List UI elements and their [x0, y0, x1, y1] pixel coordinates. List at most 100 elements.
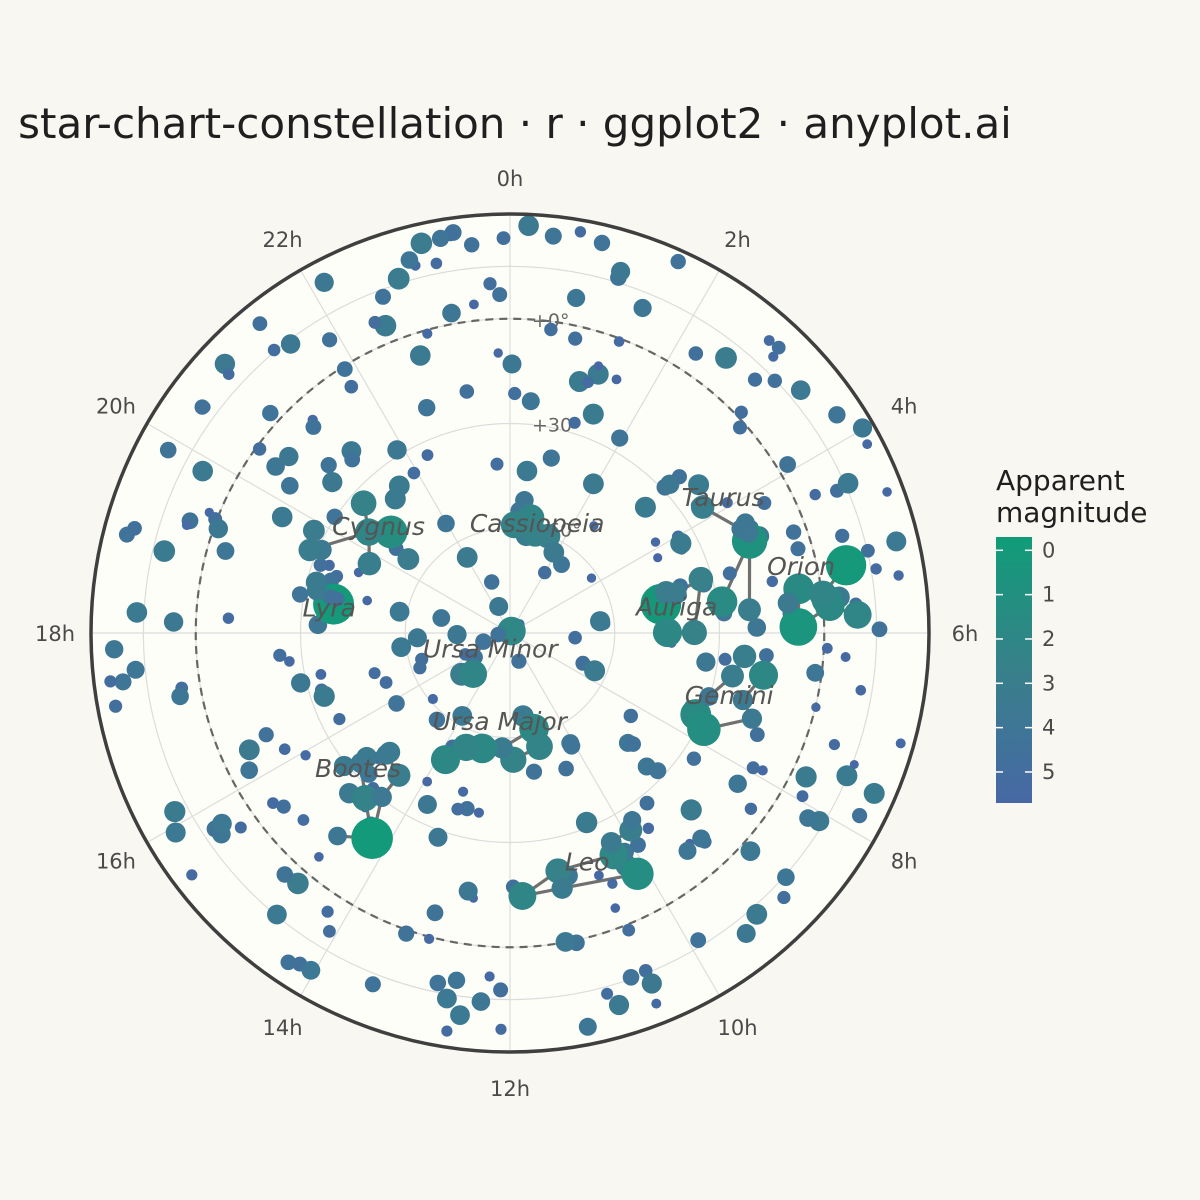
field-star [212, 813, 232, 834]
field-star [426, 904, 444, 922]
field-star [594, 870, 604, 881]
field-star [593, 234, 611, 252]
field-star [746, 761, 760, 775]
field-star [431, 229, 450, 247]
field-star [852, 418, 873, 438]
hour-spoke [146, 422, 511, 634]
field-star [447, 625, 467, 645]
field-star [305, 419, 322, 435]
cygnus-star [397, 548, 420, 571]
field-star [407, 628, 427, 648]
field-star [670, 532, 692, 555]
leo-star [623, 811, 642, 830]
field-star [322, 472, 343, 493]
auriga-star [652, 618, 683, 648]
field-star [601, 987, 614, 1000]
field-star [171, 687, 189, 706]
leo-star [621, 857, 654, 890]
bootes-star [352, 785, 379, 812]
legend-tick-label: 5 [1042, 760, 1055, 784]
field-star [496, 231, 511, 246]
field-star [281, 477, 299, 495]
field-star [165, 822, 186, 843]
field-star [688, 346, 704, 361]
field-star [432, 609, 451, 627]
field-star [790, 380, 811, 401]
field-star [583, 473, 604, 495]
legend-tick-label: 4 [1042, 716, 1055, 740]
field-star [153, 540, 176, 562]
leo-star [551, 877, 573, 899]
field-star [389, 601, 410, 622]
field-star [364, 976, 381, 993]
field-star [608, 994, 630, 1016]
field-star [686, 751, 702, 766]
field-star [322, 332, 338, 348]
field-star [267, 797, 279, 809]
field-star [276, 866, 294, 883]
field-star [871, 621, 888, 638]
field-star [728, 774, 747, 793]
field-star [375, 288, 391, 305]
field-star [586, 573, 597, 583]
field-star [558, 760, 574, 777]
field-star [660, 474, 680, 494]
field-star [368, 315, 382, 329]
field-star [280, 954, 297, 971]
field-star [164, 801, 186, 823]
field-star [104, 675, 117, 688]
hour-label: 14h [262, 1016, 302, 1040]
auriga-star [688, 566, 714, 592]
field-star [410, 232, 433, 255]
field-star [267, 904, 287, 925]
field-star [722, 566, 737, 581]
field-star [734, 405, 748, 419]
cygnus-star [357, 551, 382, 576]
field-star [410, 345, 431, 366]
field-star [428, 827, 448, 847]
bootes-label: Bootes [315, 754, 401, 783]
field-star [315, 669, 327, 680]
field-star [252, 442, 267, 456]
hour-label: 4h [891, 395, 918, 419]
field-star [610, 903, 621, 913]
gemini-star [687, 712, 721, 747]
field-star [428, 711, 446, 728]
field-star [456, 547, 478, 568]
field-star [799, 809, 817, 827]
field-star [634, 496, 656, 518]
field-star [216, 542, 235, 560]
field-star [518, 215, 539, 236]
orion-star [779, 608, 818, 646]
legend-tick-label: 1 [1042, 583, 1055, 607]
field-star [437, 988, 457, 1009]
field-star [544, 227, 562, 245]
field-star [458, 881, 478, 901]
auriga-star [664, 582, 687, 605]
field-star [422, 776, 433, 787]
field-star [252, 316, 268, 331]
orion-star [825, 545, 867, 586]
field-star [222, 368, 235, 381]
orion-star [777, 592, 799, 614]
field-star [469, 299, 479, 310]
field-star [492, 287, 508, 303]
field-star [639, 795, 655, 811]
field-star [768, 351, 779, 362]
field-star [291, 586, 309, 603]
field-star [567, 288, 586, 308]
field-star [437, 514, 455, 533]
field-star [733, 420, 747, 435]
field-star [422, 328, 433, 339]
field-star [427, 693, 438, 705]
field-star [821, 642, 833, 654]
field-star [688, 474, 710, 496]
field-star [418, 399, 436, 417]
gemini-star [732, 644, 757, 669]
field-star [555, 932, 576, 952]
field-star [862, 439, 873, 450]
sky-border [89, 212, 931, 1054]
legend-tick-label: 2 [1042, 627, 1055, 651]
cygnus-star [350, 490, 377, 517]
